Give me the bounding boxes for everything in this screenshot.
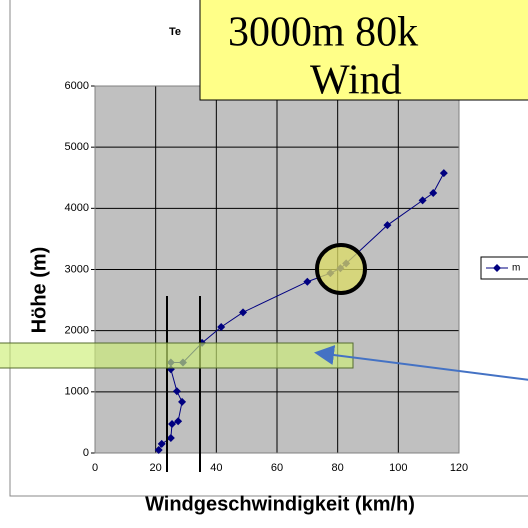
- legend-marker: [493, 264, 501, 272]
- data-point: [157, 439, 166, 448]
- x-tick-label: 60: [271, 462, 283, 474]
- x-tick-label: 40: [210, 462, 222, 474]
- data-point: [418, 196, 427, 205]
- y-axis-label: Höhe (m): [28, 247, 50, 334]
- callout-text: Wind: [310, 58, 402, 104]
- arrow: [314, 345, 528, 381]
- chart-title: Te: [169, 26, 181, 38]
- data-point: [178, 397, 187, 406]
- y-tick-label: 0: [83, 447, 89, 459]
- callout-text: 3000m 80k: [228, 10, 418, 56]
- y-tick-label: 1000: [65, 386, 89, 398]
- y-tick-label: 3000: [65, 263, 89, 275]
- y-tick-label: 2000: [65, 325, 89, 337]
- data-point: [239, 308, 248, 317]
- data-point: [168, 419, 177, 428]
- data-point: [172, 387, 181, 396]
- callout: [199, 0, 528, 101]
- legend-label: m: [512, 263, 520, 274]
- highlight-band: [0, 342, 354, 369]
- x-tick-label: 0: [92, 462, 98, 474]
- x-tick-label: 120: [450, 462, 468, 474]
- x-tick-label: 20: [150, 462, 162, 474]
- data-point: [217, 322, 226, 331]
- y-tick-label: 6000: [65, 80, 89, 92]
- y-tick-label: 4000: [65, 202, 89, 214]
- highlight-circle: [315, 243, 367, 295]
- y-tick-label: 5000: [65, 141, 89, 153]
- data-point: [303, 277, 312, 286]
- data-point: [439, 169, 448, 178]
- x-tick-label: 80: [332, 462, 344, 474]
- x-tick-label: 100: [389, 462, 407, 474]
- data-point: [429, 189, 438, 198]
- chart-frame: [9, 0, 528, 497]
- data-point: [174, 417, 183, 426]
- x-axis-label: Windgeschwindigkeit (km/h): [145, 493, 415, 515]
- data-point: [154, 445, 163, 454]
- data-point: [383, 221, 392, 230]
- data-point: [166, 434, 175, 443]
